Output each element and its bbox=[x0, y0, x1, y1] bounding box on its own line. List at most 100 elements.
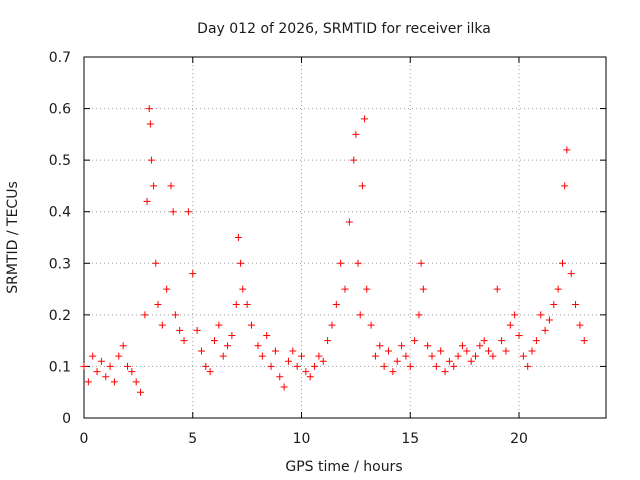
data-point bbox=[389, 368, 397, 376]
data-point bbox=[145, 105, 153, 113]
data-point bbox=[202, 362, 210, 370]
data-point bbox=[559, 259, 566, 267]
data-point bbox=[284, 357, 292, 365]
data-point bbox=[234, 234, 242, 241]
data-point bbox=[232, 301, 240, 309]
data-point bbox=[528, 347, 536, 355]
data-point bbox=[332, 301, 340, 309]
data-point bbox=[211, 337, 218, 345]
data-point bbox=[84, 378, 92, 386]
data-point bbox=[358, 182, 366, 190]
plot-frame bbox=[83, 56, 607, 419]
data-point bbox=[417, 259, 425, 267]
chart-title: Day 012 of 2026, SRMTID for receiver ilk… bbox=[197, 21, 491, 37]
data-point bbox=[271, 347, 279, 355]
data-point bbox=[537, 311, 545, 319]
data-point bbox=[402, 352, 410, 360]
data-point bbox=[298, 352, 305, 360]
data-point bbox=[356, 311, 364, 319]
data-point bbox=[476, 342, 484, 350]
data-point bbox=[102, 373, 110, 381]
data-point bbox=[532, 337, 540, 345]
data-point bbox=[237, 259, 245, 267]
data-point bbox=[311, 362, 319, 370]
axis-ticks: 0 0.1 0.2 0.3 0.4 0.5 0.6 0.7 0 5 10 15 20 bbox=[49, 50, 606, 447]
x-tick-label: 0 bbox=[80, 431, 89, 447]
data-point bbox=[247, 321, 255, 329]
data-point bbox=[215, 321, 223, 329]
data-point bbox=[143, 197, 151, 205]
data-point bbox=[239, 285, 247, 293]
data-point bbox=[319, 357, 327, 365]
data-point bbox=[467, 357, 475, 365]
y-tick-label: 0.4 bbox=[49, 205, 71, 221]
y-axis-label: SRMTID / TECUs bbox=[5, 181, 21, 294]
grid bbox=[84, 57, 606, 418]
data-point bbox=[428, 352, 436, 360]
data-point bbox=[243, 301, 251, 309]
data-point bbox=[554, 285, 562, 293]
data-point bbox=[110, 378, 118, 386]
data-point bbox=[219, 352, 227, 360]
data-point bbox=[515, 331, 523, 339]
x-tick-label: 20 bbox=[510, 431, 528, 447]
data-point bbox=[106, 362, 114, 370]
data-point bbox=[354, 259, 362, 267]
data-point bbox=[441, 368, 449, 376]
data-point bbox=[489, 352, 497, 360]
y-tick-label: 0.7 bbox=[49, 50, 71, 66]
data-point bbox=[276, 373, 284, 381]
data-point bbox=[337, 259, 345, 267]
data-point bbox=[350, 156, 358, 164]
data-point bbox=[80, 362, 88, 370]
data-point bbox=[206, 368, 214, 376]
data-point bbox=[472, 352, 479, 360]
x-tick-label: 5 bbox=[188, 431, 197, 447]
x-axis-label: GPS time / hours bbox=[285, 459, 402, 475]
y-tick-label: 0.5 bbox=[49, 153, 71, 169]
y-tick-label: 0.1 bbox=[49, 359, 71, 375]
data-point bbox=[280, 383, 288, 391]
data-point bbox=[128, 368, 136, 376]
data-point bbox=[119, 342, 127, 350]
data-point bbox=[363, 285, 371, 293]
data-point bbox=[458, 342, 466, 350]
data-point bbox=[506, 321, 514, 329]
data-point bbox=[393, 357, 401, 365]
data-point bbox=[258, 352, 266, 360]
data-point bbox=[524, 362, 532, 370]
data-point bbox=[267, 362, 275, 370]
data-point bbox=[141, 311, 149, 319]
data-point bbox=[437, 347, 445, 355]
data-point bbox=[150, 182, 158, 190]
data-point bbox=[176, 326, 184, 334]
data-point bbox=[415, 311, 423, 319]
data-point bbox=[93, 368, 101, 376]
data-point bbox=[376, 342, 384, 350]
data-point bbox=[306, 373, 314, 381]
data-point bbox=[550, 301, 558, 309]
x-tick-label: 10 bbox=[293, 431, 311, 447]
data-point bbox=[97, 357, 105, 365]
data-point bbox=[293, 362, 301, 370]
data-point bbox=[228, 331, 236, 339]
data-point bbox=[147, 156, 155, 164]
data-point bbox=[345, 218, 353, 226]
data-point bbox=[380, 362, 388, 370]
data-point bbox=[545, 316, 553, 324]
data-point bbox=[567, 270, 575, 278]
data-point bbox=[254, 342, 262, 350]
data-point bbox=[485, 347, 493, 355]
data-point bbox=[137, 388, 145, 396]
data-points bbox=[80, 105, 588, 396]
data-point bbox=[385, 347, 392, 355]
data-point bbox=[424, 342, 432, 350]
data-point bbox=[563, 146, 571, 154]
data-point bbox=[189, 270, 197, 278]
data-point bbox=[302, 368, 310, 376]
data-point bbox=[371, 352, 379, 360]
data-point bbox=[576, 321, 584, 329]
data-point bbox=[193, 326, 201, 334]
data-point bbox=[184, 208, 192, 216]
